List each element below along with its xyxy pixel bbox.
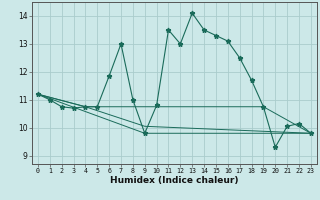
X-axis label: Humidex (Indice chaleur): Humidex (Indice chaleur) [110, 176, 239, 185]
